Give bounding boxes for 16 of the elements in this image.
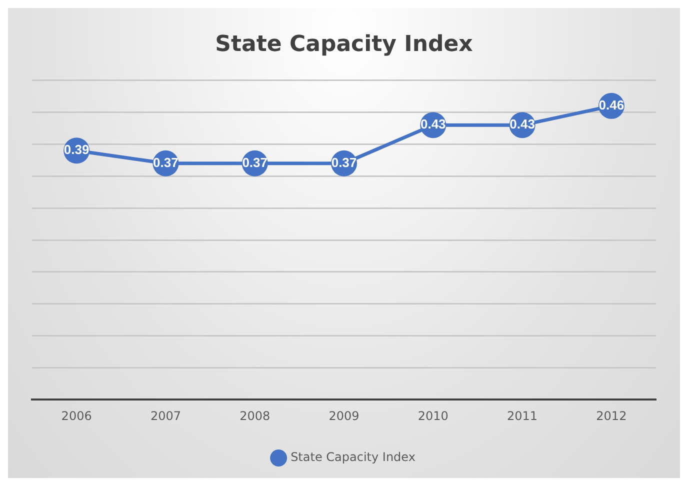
x-tick-label: 2009 bbox=[328, 408, 360, 423]
x-tick-label: 2011 bbox=[507, 408, 538, 423]
data-label: 0.43 bbox=[510, 116, 535, 132]
data-label: 0.46 bbox=[598, 98, 624, 113]
x-tick-label: 2006 bbox=[61, 408, 92, 423]
data-label: 0.37 bbox=[242, 154, 268, 170]
data-label: 0.39 bbox=[64, 142, 90, 158]
x-tick-label: 2007 bbox=[150, 408, 181, 423]
x-tick-label: 2010 bbox=[418, 408, 448, 423]
x-tick-label: 2012 bbox=[596, 408, 627, 423]
data-label: 0.37 bbox=[153, 154, 178, 170]
chart-title: State Capacity Index bbox=[215, 32, 473, 57]
data-label: 0.37 bbox=[331, 154, 357, 170]
legend-label: State Capacity Index bbox=[290, 450, 416, 464]
x-tick-label: 2008 bbox=[240, 408, 270, 423]
data-label: 0.43 bbox=[420, 116, 446, 132]
